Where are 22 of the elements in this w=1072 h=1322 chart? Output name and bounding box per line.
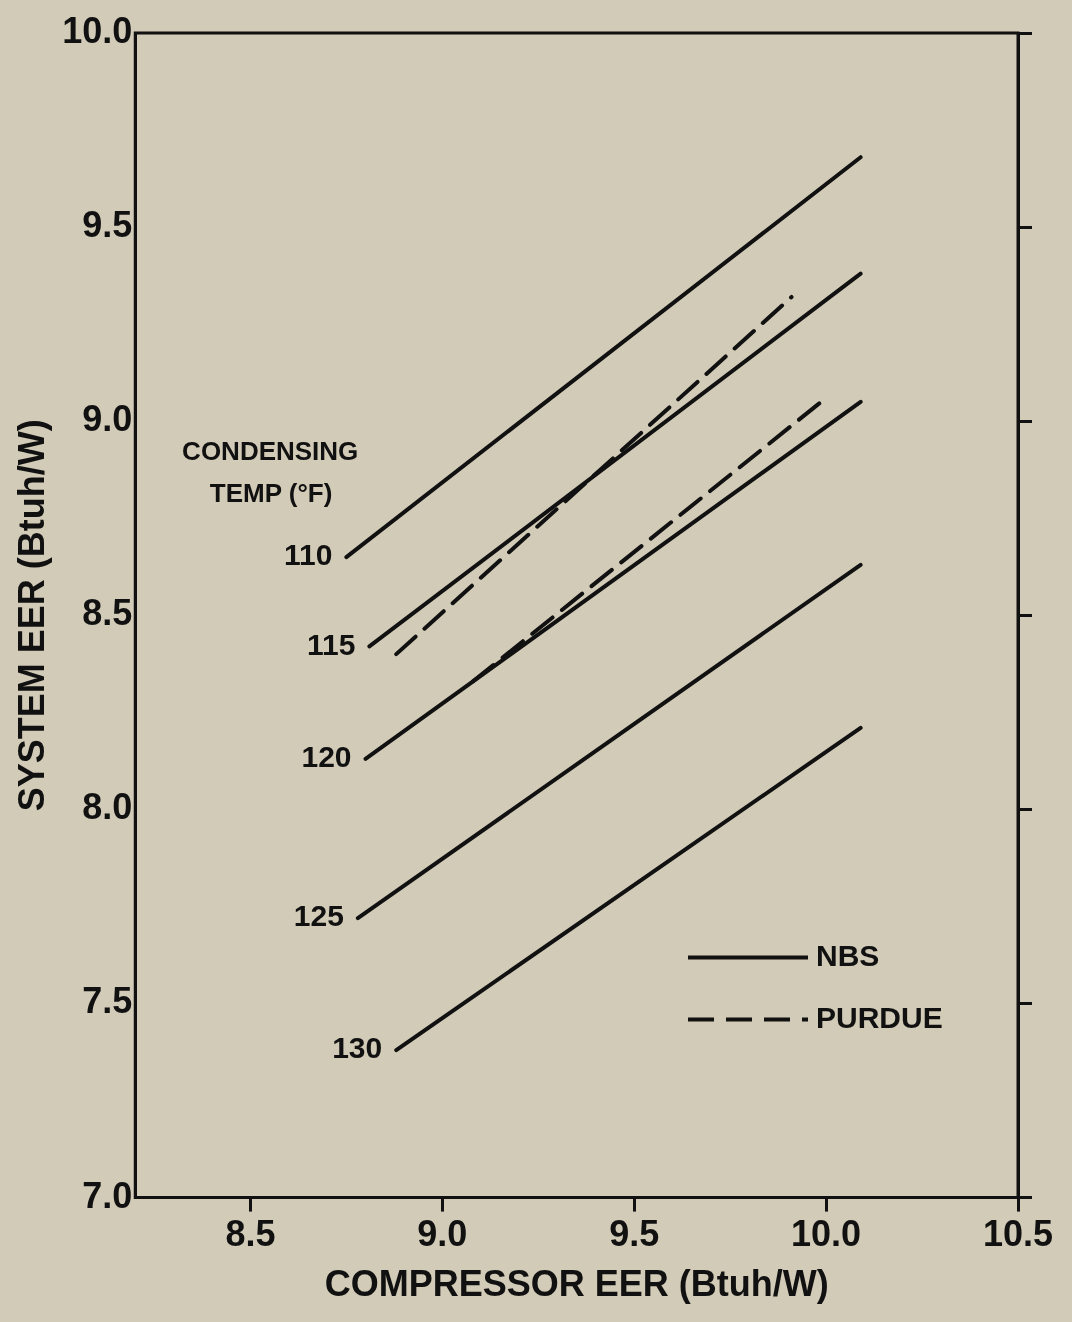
- y-tick-label: 8.0: [82, 786, 133, 828]
- x-tick-label: 10.5: [982, 1213, 1054, 1255]
- x-axis-title: COMPRESSOR EER (Btuh/W): [324, 1263, 829, 1305]
- y-tick-label: 9.0: [82, 398, 133, 440]
- annotation: 115: [306, 627, 356, 661]
- annotation: CONDENSING TEMP (°F): [182, 436, 359, 509]
- y-tick-label: 7.5: [82, 980, 133, 1022]
- legend-label: NBS: [816, 938, 880, 972]
- annotation: 110: [283, 538, 333, 572]
- x-tick-label: 9.0: [417, 1213, 468, 1255]
- x-tick-label: 10.0: [791, 1213, 862, 1255]
- annotation: 125: [293, 899, 344, 933]
- y-tick-label: 8.5: [82, 592, 133, 634]
- y-tick-label: 7.0: [82, 1174, 133, 1216]
- annotation: 120: [301, 740, 352, 774]
- y-tick-label: 10.0: [62, 9, 133, 51]
- x-tick-label: 8.5: [225, 1213, 276, 1255]
- y-tick-label: 9.5: [82, 204, 133, 246]
- x-tick-label: 9.5: [609, 1213, 660, 1255]
- legend-label: PURDUE: [816, 1000, 943, 1034]
- y-axis-title: SYSTEM EER (Btuh/W): [10, 419, 52, 812]
- annotation: 130: [332, 1031, 383, 1065]
